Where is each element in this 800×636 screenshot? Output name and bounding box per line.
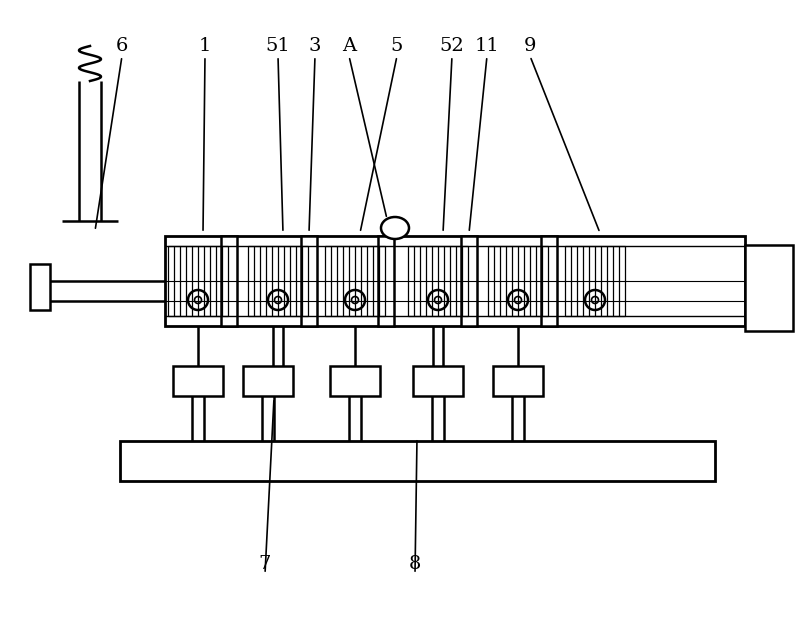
Text: 51: 51	[266, 37, 290, 55]
Text: 5: 5	[391, 37, 403, 55]
Circle shape	[585, 290, 605, 310]
Bar	[165, 236, 745, 326]
Circle shape	[345, 290, 365, 310]
Bar	[413, 366, 463, 396]
Text: A: A	[342, 37, 356, 55]
Bar	[541, 236, 557, 326]
Circle shape	[274, 296, 282, 303]
Circle shape	[428, 290, 448, 310]
Bar	[461, 236, 477, 326]
Text: 1: 1	[199, 37, 211, 55]
Circle shape	[508, 290, 528, 310]
Text: 3: 3	[309, 37, 322, 55]
Text: 9: 9	[524, 37, 536, 55]
Circle shape	[591, 296, 598, 303]
Circle shape	[268, 290, 288, 310]
Text: 6: 6	[116, 37, 128, 55]
Bar	[330, 366, 380, 396]
Bar	[173, 366, 223, 396]
Text: 52: 52	[440, 37, 464, 55]
Bar	[120, 441, 715, 481]
Circle shape	[434, 296, 442, 303]
Bar	[243, 366, 293, 396]
Bar	[493, 366, 543, 396]
Circle shape	[188, 290, 208, 310]
Ellipse shape	[381, 217, 409, 239]
Circle shape	[514, 296, 522, 303]
Bar	[378, 236, 394, 326]
Circle shape	[194, 296, 202, 303]
Circle shape	[351, 296, 358, 303]
Text: 11: 11	[474, 37, 499, 55]
Text: 7: 7	[259, 555, 271, 573]
Text: 8: 8	[409, 555, 421, 573]
Bar	[301, 236, 317, 326]
Bar	[745, 245, 793, 331]
Bar	[30, 264, 50, 310]
Bar	[221, 236, 237, 326]
